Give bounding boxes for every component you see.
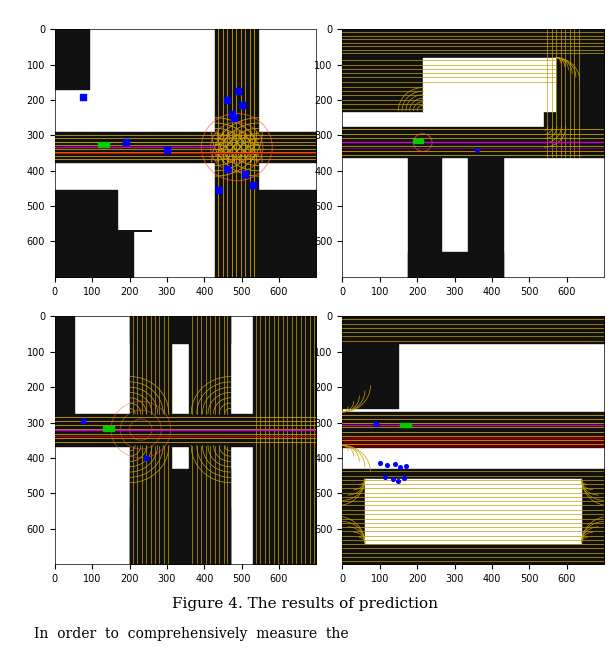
Point (214, 185, 224, 196)
Point (399, 473, 409, 484)
Point (381, 472, 390, 482)
Bar (400, 422, 411, 427)
Text: Figure 4. The results of prediction: Figure 4. The results of prediction (172, 597, 438, 612)
Point (375, 458, 385, 468)
Point (237, 100, 246, 111)
Point (371, 419, 381, 430)
Point (401, 460, 411, 471)
Point (233, 86, 243, 96)
Point (388, 474, 398, 484)
Point (121, 136, 131, 147)
Point (390, 459, 400, 469)
Text: In  order  to  comprehensively  measure  the: In order to comprehensively measure the (34, 627, 348, 641)
Point (229, 113, 239, 123)
Point (78, 91, 88, 102)
Point (222, 95, 232, 105)
Point (240, 169, 250, 179)
Bar (98, 143, 109, 147)
Point (382, 460, 392, 470)
Point (393, 476, 403, 486)
Polygon shape (81, 198, 152, 231)
Point (248, 180, 257, 190)
Point (395, 462, 405, 472)
Point (472, 144, 482, 155)
Bar (414, 139, 423, 143)
Point (78, 415, 88, 426)
Bar (104, 426, 114, 431)
Point (162, 144, 172, 155)
Point (228, 109, 237, 119)
Point (222, 164, 232, 174)
Point (142, 452, 151, 463)
